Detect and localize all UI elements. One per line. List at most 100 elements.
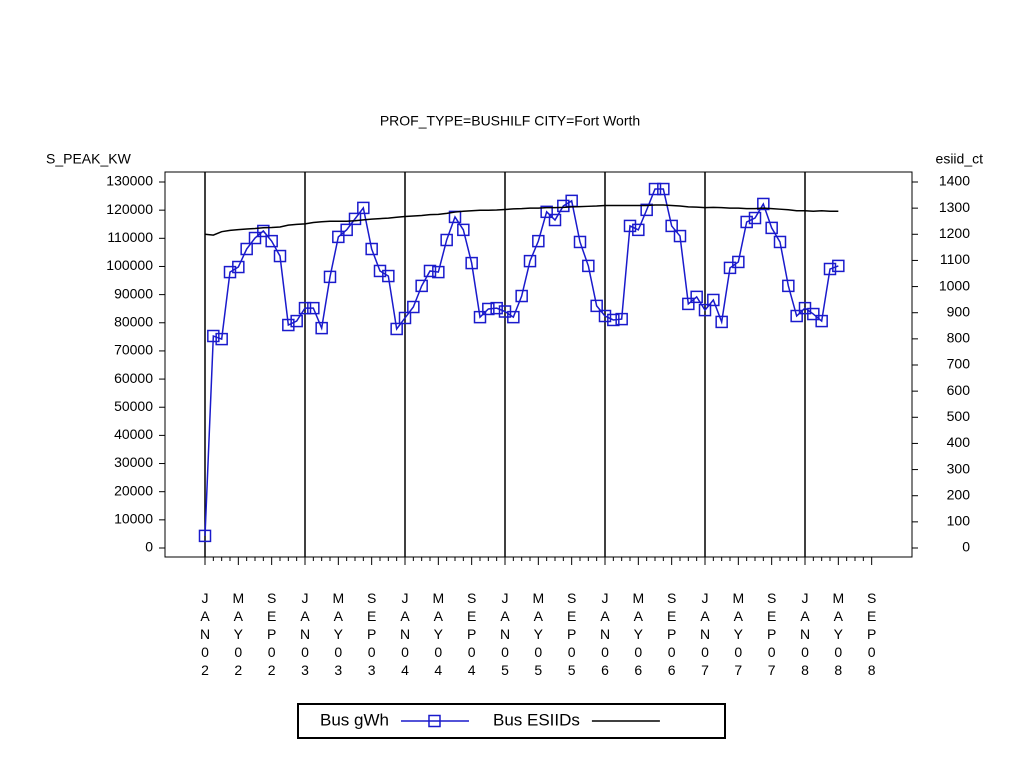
marker bbox=[198, 529, 212, 543]
marker bbox=[590, 299, 603, 313]
marker bbox=[365, 242, 378, 256]
marker bbox=[273, 249, 287, 263]
marker bbox=[690, 290, 703, 304]
marker bbox=[407, 300, 420, 314]
y-tick-label: 70000 bbox=[114, 342, 153, 358]
marker bbox=[398, 311, 412, 325]
marker bbox=[648, 182, 662, 196]
marker bbox=[515, 289, 528, 303]
marker bbox=[823, 262, 837, 276]
marker bbox=[382, 269, 395, 283]
y-tick-label: 90000 bbox=[114, 285, 153, 301]
y-tick-label: 10000 bbox=[114, 511, 153, 527]
marker bbox=[807, 307, 820, 321]
marker bbox=[598, 309, 612, 323]
y-tick-label: 30000 bbox=[114, 454, 153, 470]
chart-title: PROF_TYPE=BUSHILF CITY=Fort Worth bbox=[380, 113, 640, 129]
marker bbox=[207, 329, 220, 343]
y-tick-label: 120000 bbox=[106, 201, 153, 217]
y-tick-label: 20000 bbox=[114, 482, 153, 498]
marker bbox=[623, 219, 637, 233]
marker bbox=[473, 310, 487, 324]
x-tick-label: MAY04 bbox=[430, 590, 446, 680]
marker bbox=[765, 221, 778, 235]
marker bbox=[282, 318, 295, 332]
plot-frame bbox=[164, 171, 913, 558]
x-tick-label: JAN05 bbox=[497, 590, 513, 680]
marker bbox=[332, 230, 345, 244]
legend-marker bbox=[428, 714, 441, 728]
y2-tick-label: 400 bbox=[947, 434, 971, 450]
marker bbox=[707, 293, 720, 307]
x-tick-label: MAY08 bbox=[830, 590, 846, 680]
y2-tick-label: 1300 bbox=[939, 199, 970, 215]
series-line bbox=[204, 204, 839, 236]
x-tick-label: JAN06 bbox=[597, 590, 613, 680]
marker bbox=[390, 322, 403, 336]
y2-tick-label: 700 bbox=[947, 356, 971, 372]
marker bbox=[307, 301, 320, 315]
y2-tick-label: 900 bbox=[947, 303, 971, 319]
marker bbox=[782, 279, 795, 293]
x-tick-label: MAY06 bbox=[630, 590, 646, 680]
marker bbox=[232, 260, 245, 274]
legend-label: Bus ESIIDs bbox=[493, 710, 580, 729]
marker bbox=[832, 259, 845, 273]
y-tick-label: 130000 bbox=[106, 173, 153, 189]
marker bbox=[348, 212, 362, 226]
y2-tick-label: 100 bbox=[947, 513, 971, 529]
marker bbox=[773, 235, 787, 249]
marker bbox=[315, 321, 328, 335]
marker bbox=[757, 197, 770, 211]
y-axis-label: S_PEAK_KW bbox=[46, 151, 132, 167]
x-tick-label: JAN07 bbox=[697, 590, 713, 680]
y2-tick-label: 1200 bbox=[939, 225, 970, 241]
y2-axis-label: esiid_ct bbox=[936, 151, 984, 167]
y2-tick-label: 1000 bbox=[939, 277, 970, 293]
marker bbox=[698, 303, 712, 317]
x-tick-label: SEP05 bbox=[564, 590, 580, 680]
marker bbox=[357, 201, 370, 215]
y-tick-label: 40000 bbox=[114, 426, 153, 442]
x-tick-label: JAN02 bbox=[197, 590, 213, 680]
marker bbox=[440, 233, 453, 247]
x-tick-label: SEP06 bbox=[664, 590, 680, 680]
marker bbox=[573, 235, 587, 249]
marker bbox=[607, 313, 620, 327]
x-tick-label: MAY07 bbox=[730, 590, 746, 680]
x-tick-label: SEP02 bbox=[264, 590, 280, 680]
x-tick-label: SEP03 bbox=[364, 590, 380, 680]
marker bbox=[423, 264, 437, 278]
marker bbox=[248, 231, 262, 245]
legend-box bbox=[297, 703, 726, 739]
marker bbox=[490, 301, 503, 315]
marker bbox=[457, 223, 470, 237]
y2-tick-label: 600 bbox=[947, 382, 971, 398]
x-tick-label: SEP07 bbox=[764, 590, 780, 680]
marker bbox=[548, 213, 562, 227]
y-tick-label: 0 bbox=[145, 539, 153, 555]
marker bbox=[640, 203, 653, 217]
marker bbox=[815, 314, 828, 328]
marker bbox=[740, 215, 753, 229]
marker bbox=[415, 279, 428, 293]
y2-tick-label: 300 bbox=[947, 460, 971, 476]
x-tick-label: JAN04 bbox=[397, 590, 413, 680]
y-tick-label: 100000 bbox=[106, 257, 153, 273]
legend-label: Bus gWh bbox=[320, 710, 389, 729]
y-tick-label: 110000 bbox=[107, 229, 153, 245]
series-line bbox=[204, 188, 839, 536]
marker bbox=[265, 234, 278, 248]
marker bbox=[298, 301, 312, 315]
y2-tick-label: 800 bbox=[947, 330, 971, 346]
y2-tick-label: 1400 bbox=[939, 173, 970, 189]
marker bbox=[482, 302, 495, 316]
marker bbox=[290, 314, 303, 328]
marker bbox=[465, 256, 478, 270]
marker bbox=[582, 259, 595, 273]
x-tick-label: SEP08 bbox=[864, 590, 880, 680]
y-tick-label: 80000 bbox=[114, 313, 153, 329]
marker bbox=[790, 309, 803, 323]
x-tick-label: MAY05 bbox=[530, 590, 546, 680]
